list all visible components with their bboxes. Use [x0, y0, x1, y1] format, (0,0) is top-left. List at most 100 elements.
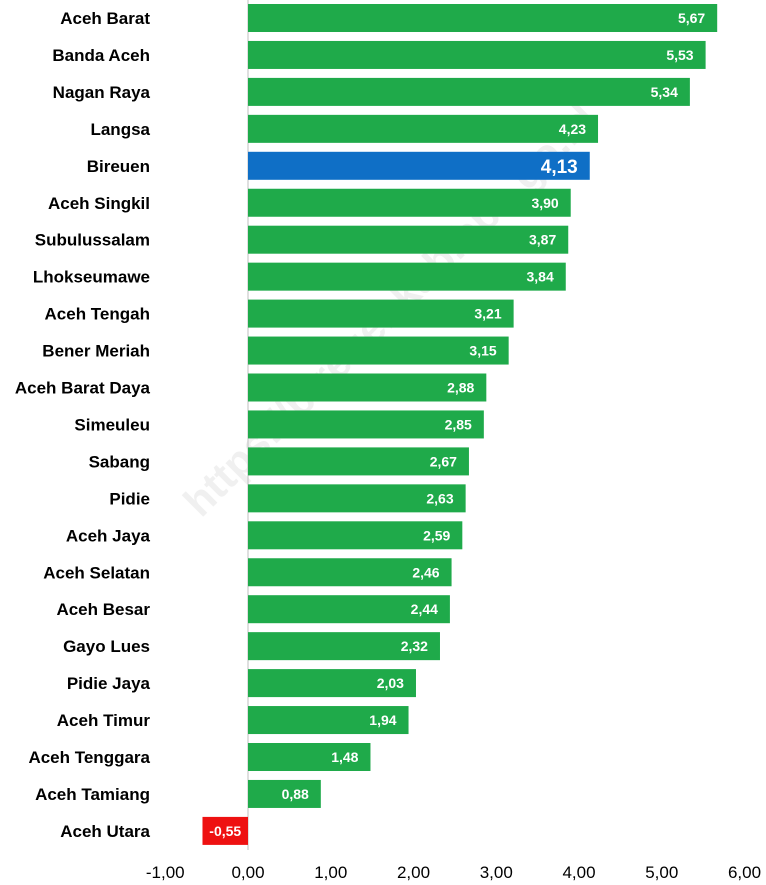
bar-gayo-lues: [248, 632, 440, 661]
bar-aceh-besar: [248, 595, 450, 624]
category-label: Langsa: [90, 120, 150, 139]
x-tick-label: 0,00: [231, 863, 264, 882]
value-label: 2,03: [377, 675, 404, 691]
bar-row: Aceh Utara -0,55: [60, 816, 248, 845]
value-label: 5,67: [678, 10, 705, 26]
bar-bener-meriah: [248, 336, 509, 365]
value-label: 5,53: [666, 47, 693, 63]
bar-row: Bireuen 4,13: [87, 151, 590, 180]
bar-subulussalam: [248, 225, 569, 254]
value-label: 1,94: [369, 712, 396, 728]
bar-langsa: [248, 114, 599, 143]
value-label: 5,34: [651, 84, 678, 100]
category-label: Bireuen: [87, 157, 150, 176]
bar-simeuleu: [248, 410, 484, 439]
bar-row: Nagan Raya 5,34: [53, 77, 690, 106]
value-label: 2,63: [426, 490, 453, 506]
value-label: 2,85: [445, 416, 472, 432]
bar-aceh-tamiang: [248, 779, 321, 808]
bar-aceh-utara: [202, 816, 248, 845]
category-label: Nagan Raya: [53, 83, 151, 102]
bar-aceh-barat: [248, 4, 718, 32]
category-label: Aceh Barat Daya: [15, 379, 151, 398]
bar-row: Bener Meriah 3,15: [42, 336, 509, 365]
value-label: 4,13: [541, 157, 578, 178]
bar-row: Sabang 2,67: [89, 447, 469, 476]
category-label: Banda Aceh: [52, 46, 150, 65]
bar-pidie: [248, 484, 466, 513]
category-label: Subulussalam: [35, 231, 150, 250]
value-label: 3,84: [527, 269, 554, 285]
bar-row: Aceh Jaya 2,59: [66, 521, 463, 550]
category-label: Pidie: [109, 489, 150, 508]
value-label: 2,44: [411, 601, 438, 617]
category-label: Aceh Jaya: [66, 526, 151, 545]
bar-row: Aceh Besar 2,44: [56, 595, 450, 624]
value-label: 1,48: [331, 749, 358, 765]
bar-aceh-singkil: [248, 188, 571, 217]
x-tick-label: 2,00: [397, 863, 430, 882]
x-tick-label: 1,00: [314, 863, 347, 882]
bar-row: Gayo Lues 2,32: [63, 632, 440, 661]
bar-lhokseumawe: [248, 262, 566, 291]
value-label: 2,46: [412, 564, 439, 580]
bar-row: Pidie Jaya 2,03: [67, 669, 416, 698]
bar-pidie-jaya: [248, 669, 416, 698]
value-label: 3,87: [529, 232, 556, 248]
category-label: Aceh Selatan: [43, 563, 150, 582]
bar-row: Simeuleu 2,85: [74, 410, 484, 439]
x-tick-label: -1,00: [146, 863, 185, 882]
bar-row: Banda Aceh 5,53: [52, 40, 706, 69]
bar-aceh-selatan: [248, 558, 452, 587]
bar-row: Lhokseumawe 3,84: [33, 262, 566, 291]
bar-nagan-raya: [248, 77, 690, 106]
value-label: 3,90: [531, 195, 558, 211]
bar-aceh-jaya: [248, 521, 463, 550]
bar-row: Aceh Barat Daya 2,88: [15, 373, 487, 402]
category-label: Aceh Tengah: [45, 305, 150, 324]
value-label: 4,23: [559, 121, 586, 137]
category-label: Aceh Tenggara: [28, 748, 150, 767]
value-label: 3,21: [474, 306, 501, 322]
category-label: Pidie Jaya: [67, 674, 151, 693]
bar-row: Aceh Timur 1,94: [57, 706, 409, 735]
value-label: -0,55: [209, 823, 241, 839]
category-label: Aceh Besar: [56, 600, 150, 619]
x-tick-label: 4,00: [562, 863, 595, 882]
category-label: Gayo Lues: [63, 637, 150, 656]
category-label: Aceh Utara: [60, 822, 150, 841]
category-label: Aceh Singkil: [48, 194, 150, 213]
bar-aceh-tengah: [248, 299, 514, 328]
category-label: Aceh Barat: [60, 9, 150, 28]
value-label: 2,88: [447, 380, 474, 396]
bar-row: Aceh Barat 5,67: [60, 4, 718, 32]
category-label: Aceh Tamiang: [35, 785, 150, 804]
bar-aceh-barat-daya: [248, 373, 487, 402]
bar-row: Aceh Selatan 2,46: [43, 558, 452, 587]
bar-aceh-tenggara: [248, 743, 371, 771]
bar-banda-aceh: [248, 40, 706, 69]
bar-row: Subulussalam 3,87: [35, 225, 569, 254]
category-label: Simeuleu: [74, 415, 150, 434]
value-label: 2,67: [430, 453, 457, 469]
bar-aceh-timur: [248, 706, 409, 735]
value-label: 3,15: [469, 343, 496, 359]
category-label: Aceh Timur: [57, 711, 151, 730]
bar-bireuen: [248, 151, 590, 180]
x-tick-label: 6,00: [728, 863, 761, 882]
category-label: Bener Meriah: [42, 342, 150, 361]
value-label: 0,88: [282, 786, 309, 802]
bar-row: Aceh Tengah 3,21: [45, 299, 514, 328]
bar-row: Aceh Singkil 3,90: [48, 188, 571, 217]
x-tick-label: 3,00: [480, 863, 513, 882]
bar-row: Pidie 2,63: [109, 484, 466, 513]
category-label: Lhokseumawe: [33, 268, 150, 287]
value-label: 2,59: [423, 527, 450, 543]
x-tick-label: 5,00: [645, 863, 678, 882]
value-label: 2,32: [401, 638, 428, 654]
bar-row: Aceh Tamiang 0,88: [35, 779, 321, 808]
bar-row: Langsa 4,23: [90, 114, 599, 143]
category-label: Sabang: [89, 452, 150, 471]
bar-sabang: [248, 447, 469, 476]
